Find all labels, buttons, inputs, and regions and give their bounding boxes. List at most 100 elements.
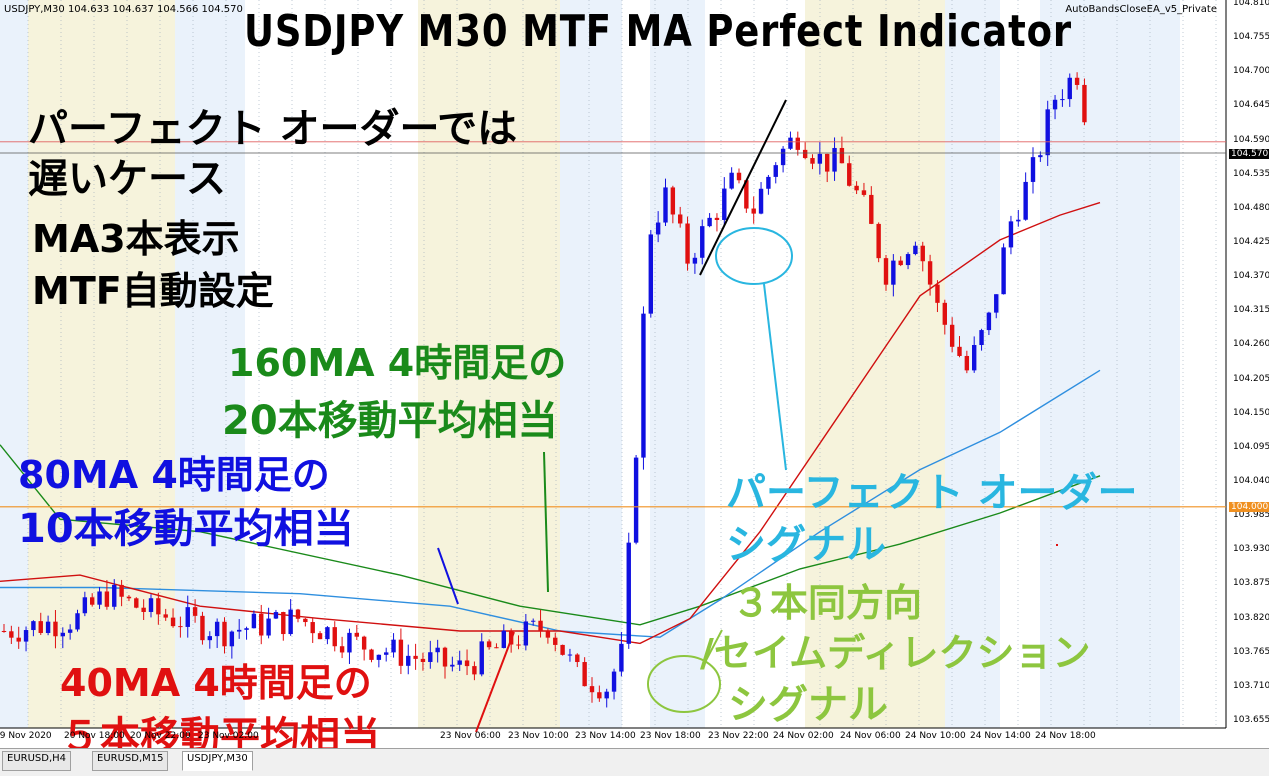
candle-body <box>192 607 198 616</box>
candle-body <box>1001 247 1006 295</box>
candle-body <box>288 609 293 635</box>
annotation-ma3-2: MTF自動設定 <box>32 269 274 313</box>
tab-eurusd-m15[interactable]: EURUSD,M15 <box>92 751 169 771</box>
candle-body <box>457 660 462 665</box>
candle-body <box>927 261 933 285</box>
candle-body <box>773 165 778 177</box>
tab-usdjpy-m30[interactable]: USDJPY,M30 <box>182 751 253 771</box>
candle-body <box>347 632 352 653</box>
candle-body <box>9 631 14 638</box>
ma80-pointer <box>437 547 459 605</box>
ea-label: AutoBandsCloseEA_v5_Private <box>1065 4 1217 15</box>
candle-body <box>266 618 271 636</box>
candle-body <box>494 647 499 649</box>
candle-body <box>376 654 382 660</box>
candle-body <box>1060 99 1065 101</box>
candle-body <box>619 643 624 672</box>
annotation-ma3-1: MA3本表示 <box>32 217 240 261</box>
price-tick-label: 104.425 <box>1233 237 1269 247</box>
annotation-ma160-2: 20本移動平均相当 <box>222 398 558 444</box>
price-tick-label: 103.875 <box>1233 578 1269 589</box>
candle-body <box>714 217 720 220</box>
candle-body <box>560 644 565 655</box>
annotation-same-dir-1: ３本同方向 <box>732 581 923 625</box>
candle-body <box>678 214 683 224</box>
candle-body <box>141 607 146 612</box>
price-tick-label: 104.040 <box>1233 476 1269 486</box>
candle-body <box>942 302 947 325</box>
candle-body <box>369 649 374 660</box>
candle-body <box>847 163 852 186</box>
candle-body <box>1082 84 1087 123</box>
candle-body <box>979 330 984 346</box>
time-tick-label: 23 Nov 10:00 <box>508 731 569 741</box>
candle-body <box>38 621 43 634</box>
candle-body <box>663 187 668 223</box>
candle-body <box>582 662 587 687</box>
ma40-pointer <box>475 631 515 733</box>
price-tick-label: 103.765 <box>1233 646 1269 657</box>
perfect-signal-circle <box>715 227 793 285</box>
candle-body <box>1052 99 1058 110</box>
candle-body <box>464 660 470 667</box>
annotation-perfect-signal-2: シグナル <box>726 522 886 568</box>
candle-body <box>1 630 7 632</box>
session-bands <box>0 0 1227 729</box>
candle-body <box>67 629 73 633</box>
candle-body <box>972 345 977 371</box>
candle-body <box>575 654 580 663</box>
candle-body <box>339 646 345 653</box>
annotation-perfect-order-slow-2: 遅いケース <box>28 156 226 202</box>
annotation-perfect-order-slow-1: パーフェクト オーダーでは <box>28 106 518 152</box>
candle-body <box>16 637 21 642</box>
candle-body <box>442 647 448 667</box>
candle-body <box>361 636 367 650</box>
candle-body <box>420 658 426 662</box>
candle-body <box>332 627 337 647</box>
candle-body <box>905 254 911 266</box>
candle-body <box>766 176 771 189</box>
candle-body <box>913 245 918 255</box>
time-tick-label: 23 Nov 22:00 <box>708 731 769 741</box>
session-band <box>418 0 560 728</box>
candle-body <box>126 596 132 599</box>
ma80-line <box>0 369 1101 638</box>
candle-body <box>545 630 551 638</box>
price-tick-label: 104.150 <box>1233 407 1269 418</box>
price-tick-label: 104.590 <box>1233 134 1269 145</box>
candle-body <box>744 180 749 209</box>
candle-body <box>237 629 242 632</box>
candle-body <box>780 148 786 166</box>
candle-body <box>317 633 323 640</box>
symbol-info: USDJPY,M30 104.633 104.637 104.566 104.5… <box>4 4 243 15</box>
candle-body <box>148 598 154 612</box>
candle-body <box>60 632 65 637</box>
time-tick-label: 23 Nov 14:00 <box>575 731 636 741</box>
candle-body <box>633 457 639 543</box>
price-tick-label: 103.710 <box>1233 680 1269 691</box>
candle-body <box>501 630 506 648</box>
candle-body <box>751 208 756 214</box>
candle-body <box>802 149 808 159</box>
tab-eurusd-h4[interactable]: EURUSD,H4 <box>2 751 72 771</box>
candle-body <box>655 222 661 235</box>
candle-body <box>170 617 176 627</box>
price-tick-label: 104.095 <box>1233 441 1269 452</box>
candle-body <box>273 612 279 619</box>
annotation-ma40-1: 40MA 4時間足の <box>60 661 372 705</box>
price-tick-label: 104.370 <box>1233 271 1269 282</box>
session-band <box>805 0 945 728</box>
candle-body <box>1038 155 1043 158</box>
candle-body <box>310 622 315 634</box>
candle-body <box>604 691 609 699</box>
session-band <box>1040 0 1180 728</box>
candle-body <box>611 671 617 692</box>
level-price-tag: 104.000 <box>1229 502 1269 512</box>
candle-body <box>31 621 36 631</box>
candle-body <box>45 621 51 634</box>
time-tick-label: 20 Nov 22:00 <box>130 731 191 741</box>
price-tick-label: 104.480 <box>1233 202 1269 213</box>
session-band <box>0 0 28 728</box>
candle-body <box>957 346 962 356</box>
